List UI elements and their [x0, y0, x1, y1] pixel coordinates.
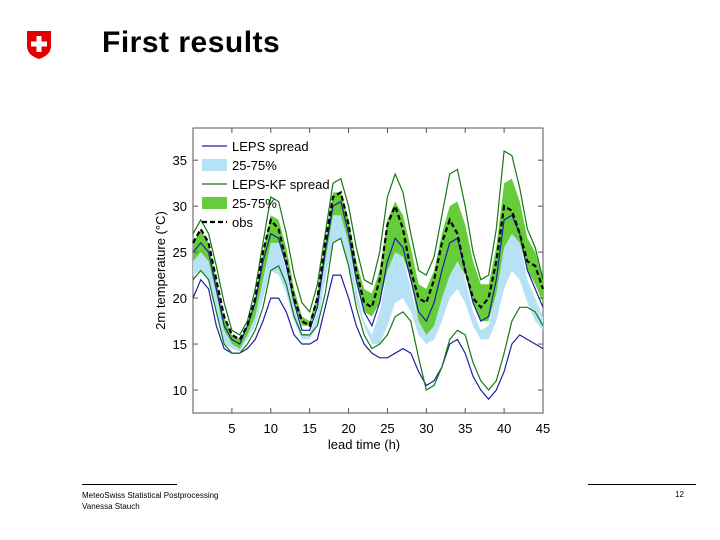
page-number: 12	[675, 490, 684, 499]
footer-author: Vanessa Stauch	[82, 502, 140, 511]
x-tick-label: 40	[497, 421, 511, 436]
legend-patch	[202, 159, 227, 171]
x-axis-label: lead time (h)	[328, 437, 400, 452]
x-tick-label: 25	[380, 421, 394, 436]
footer-organization: MeteoSwiss Statistical Postprocessing	[82, 491, 219, 500]
x-tick-label: 10	[264, 421, 278, 436]
footer-divider-right	[588, 484, 696, 485]
y-tick-label: 25	[173, 245, 187, 260]
leps-kf-spread-max-line	[192, 150, 544, 336]
leps-kf-spread-min-line	[192, 237, 544, 391]
x-tick-label: 15	[302, 421, 316, 436]
y-tick-label: 10	[173, 383, 187, 398]
y-tick-label: 15	[173, 337, 187, 352]
legend-label: 25-75%	[232, 196, 277, 211]
x-tick-label: 20	[341, 421, 355, 436]
page-title: First results	[102, 26, 281, 59]
x-tick-label: 35	[458, 421, 472, 436]
obs-line	[192, 190, 545, 342]
x-tick-label: 5	[228, 421, 235, 436]
legend-patch	[202, 197, 227, 209]
leps-iqr-band	[193, 210, 543, 352]
leps-spread-min-line	[192, 274, 544, 401]
swiss-cross-logo-icon	[27, 31, 51, 59]
plot-area	[192, 127, 544, 414]
y-tick-label: 30	[173, 199, 187, 214]
y-tick-label: 20	[173, 291, 187, 306]
y-tick-label: 35	[173, 153, 187, 168]
legend-label: LEPS-KF spread	[232, 177, 330, 192]
y-axis-label: 2m temperature (°C)	[153, 211, 168, 330]
x-tick-label: 30	[419, 421, 433, 436]
legend-label: 25-75%	[232, 158, 277, 173]
legend-label: obs	[232, 215, 253, 230]
footer-divider-left	[82, 484, 177, 485]
legend-label: LEPS spread	[232, 139, 309, 154]
leps-kf-iqr-band	[193, 178, 543, 349]
x-tick-label: 45	[536, 421, 550, 436]
